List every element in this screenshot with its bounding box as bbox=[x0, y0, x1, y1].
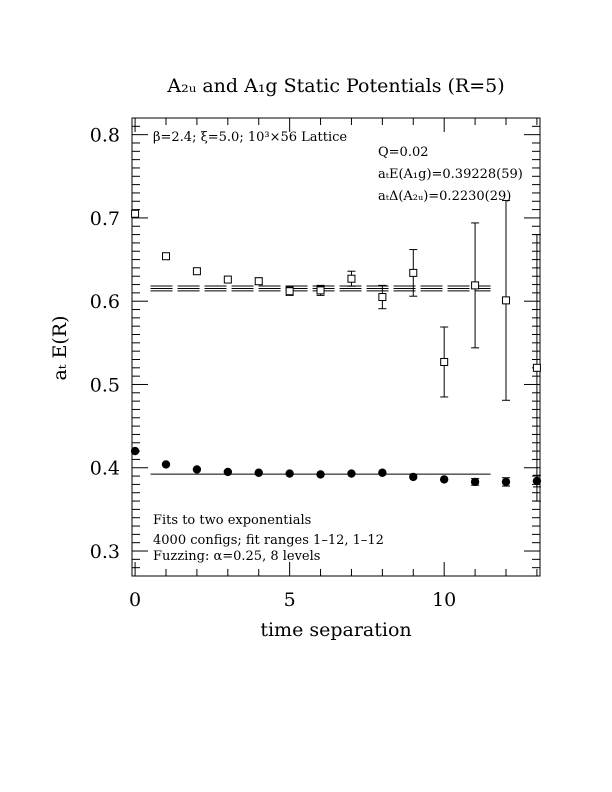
data-point-open-square bbox=[409, 268, 418, 277]
a1g-energy-annotation: aₜE(A₁g)=0.39228(59) bbox=[378, 167, 523, 182]
data-point-filled bbox=[378, 468, 387, 477]
q-annotation: Q=0.02 bbox=[378, 145, 429, 160]
fits-annotation-3: Fuzzing: α=0.25, 8 levels bbox=[153, 549, 320, 564]
data-point-filled bbox=[470, 477, 480, 487]
chart-title-text: A₂ᵤ and A₁g Static Potentials (R=5) bbox=[166, 75, 504, 97]
data-point-filled bbox=[347, 469, 356, 478]
data-point-open-square bbox=[440, 357, 449, 366]
data-point-open-square bbox=[316, 286, 325, 295]
data-point-filled bbox=[192, 465, 202, 474]
fits-annotation-1: Fits to two exponentials bbox=[153, 513, 311, 528]
data-point-open-square bbox=[532, 363, 541, 372]
fit-lines bbox=[150, 285, 491, 475]
data-point-open-square bbox=[192, 267, 201, 276]
y-tick-labels: 0.3 0.4 0.5 0.6 0.7 0.8 bbox=[90, 125, 120, 563]
data-point-filled bbox=[130, 446, 140, 456]
data-point-open-square bbox=[378, 293, 387, 302]
data-point-filled bbox=[501, 477, 511, 487]
data-point-open-square bbox=[471, 281, 480, 290]
data-point-open-square bbox=[347, 274, 356, 283]
x-axis-label: time separation bbox=[260, 619, 411, 641]
data-point-open-square bbox=[223, 275, 232, 284]
data-point-open-square bbox=[285, 287, 294, 296]
y-tick-label: 0.8 bbox=[90, 125, 120, 147]
data-point-filled bbox=[409, 472, 418, 482]
data-point-filled bbox=[316, 470, 325, 479]
y-tick-label: 0.4 bbox=[90, 458, 120, 480]
axis-ticks bbox=[132, 117, 540, 576]
data-point-open-square bbox=[131, 209, 140, 218]
fits-annotation-2: 4000 configs; fit ranges 1–12, 1–12 bbox=[153, 533, 384, 548]
data-point-open-square bbox=[254, 277, 263, 286]
y-tick-label: 0.6 bbox=[90, 291, 120, 313]
y-tick-label: 0.5 bbox=[90, 374, 120, 396]
data-point-open-square bbox=[162, 252, 170, 261]
data-point-filled bbox=[285, 469, 294, 478]
data-point-filled bbox=[439, 475, 449, 484]
x-tick-label: 10 bbox=[432, 589, 456, 611]
x-tick-labels: 0 5 10 bbox=[129, 589, 456, 611]
data-point-filled bbox=[254, 468, 263, 477]
data-point-filled bbox=[223, 467, 233, 477]
data-point-open-square bbox=[502, 296, 510, 305]
lattice-annotation: β=2.4; ξ=5.0; 10³×56 Lattice bbox=[153, 130, 347, 145]
plot-frame bbox=[131, 117, 541, 577]
annotations: β=2.4; ξ=5.0; 10³×56 Lattice Q=0.02 aₜE(… bbox=[153, 130, 523, 564]
a2u-gap-annotation: aₜΔ(A₂ᵤ)=0.2230(29) bbox=[378, 189, 511, 204]
data-points bbox=[130, 199, 542, 502]
chart-title: A₂ᵤ and A₁g Static Potentials (R=5) bbox=[166, 75, 504, 97]
data-point-filled bbox=[161, 460, 171, 469]
y-axis-label: aₜ E(R) bbox=[49, 315, 71, 380]
y-tick-label: 0.3 bbox=[90, 541, 120, 563]
x-tick-label: 5 bbox=[284, 589, 296, 611]
y-tick-label: 0.7 bbox=[90, 208, 120, 230]
x-tick-label: 0 bbox=[129, 589, 141, 611]
